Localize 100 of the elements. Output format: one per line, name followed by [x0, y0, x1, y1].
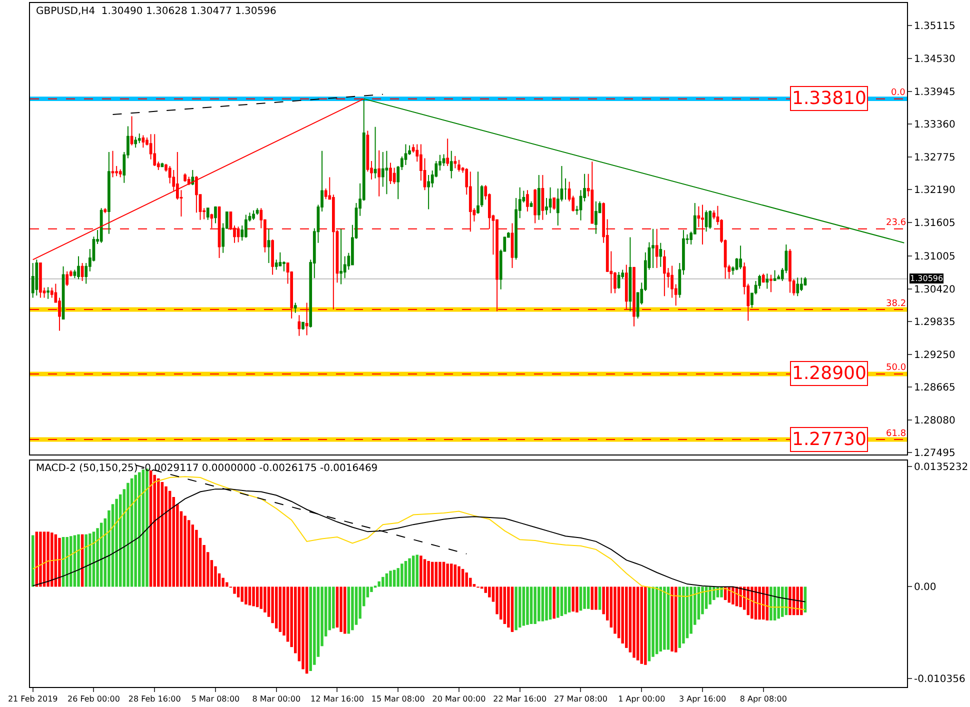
- x-tick-label: 3 Apr 16:00: [678, 694, 726, 704]
- bar: [572, 586, 574, 612]
- candlestick: [66, 270, 69, 286]
- candlestick: [184, 172, 186, 182]
- x-tick-label: 15 Mar 08:00: [371, 694, 425, 704]
- y-tick-label: 1.33360: [914, 120, 956, 131]
- candlestick: [100, 208, 103, 244]
- bar: [222, 578, 224, 587]
- candlestick: [298, 314, 301, 336]
- candlestick: [267, 228, 270, 264]
- bar: [168, 490, 172, 587]
- x-tick-label: 8 Apr 08:00: [740, 694, 787, 704]
- bar: [412, 556, 415, 587]
- candlestick: [476, 171, 480, 214]
- candlestick: [458, 159, 460, 172]
- bar: [430, 562, 434, 587]
- bar: [576, 586, 578, 612]
- bar: [770, 586, 772, 620]
- x-tick-label: 8 Mar 00:00: [252, 694, 301, 704]
- bar: [564, 586, 567, 614]
- bar: [800, 586, 803, 616]
- candlestick: [530, 200, 533, 207]
- y-tick-label: 1.32190: [914, 185, 956, 196]
- bar: [343, 586, 346, 634]
- candlestick: [111, 150, 114, 178]
- bar: [66, 536, 68, 587]
- candlestick: [537, 174, 540, 220]
- x-tick-label: 20 Mar 00:00: [432, 694, 486, 704]
- bar: [450, 564, 453, 587]
- x-tick-label: 21 Feb 2019: [8, 694, 58, 704]
- bar: [88, 533, 92, 587]
- bar: [739, 586, 742, 608]
- bar: [781, 586, 784, 617]
- bar: [70, 536, 72, 587]
- candlestick: [378, 150, 381, 197]
- candlestick: [548, 186, 552, 214]
- bar: [503, 586, 506, 624]
- candlestick: [118, 168, 122, 178]
- y-tick-label: 0.00: [914, 582, 936, 594]
- annotation: 0.0: [891, 88, 906, 98]
- candlestick: [590, 161, 594, 224]
- bar: [670, 586, 674, 652]
- bar: [420, 556, 422, 587]
- bar: [636, 586, 640, 660]
- bar: [640, 586, 643, 664]
- y-tick-label: 0.0135232: [914, 462, 968, 474]
- bar: [423, 559, 426, 587]
- candlestick: [450, 150, 453, 179]
- bar: [690, 586, 692, 634]
- x-tick-label: 26 Feb 00:00: [67, 694, 120, 704]
- bar: [340, 586, 342, 632]
- bar: [226, 582, 228, 587]
- bar: [522, 586, 526, 626]
- y-tick-label: 1.29250: [914, 350, 956, 361]
- candlestick: [800, 277, 803, 292]
- x-tick-label: 5 Mar 08:00: [191, 694, 240, 704]
- bar: [507, 586, 510, 628]
- bar: [548, 586, 552, 620]
- candlestick: [659, 242, 662, 268]
- bar: [260, 586, 263, 609]
- candlestick: [617, 271, 620, 290]
- candlestick: [35, 259, 38, 296]
- candlestick: [762, 273, 765, 284]
- bar: [796, 586, 799, 616]
- y-tick-label: 1.31005: [914, 252, 956, 262]
- bar: [256, 586, 259, 608]
- bar: [252, 586, 255, 606]
- bar: [351, 586, 354, 630]
- bar: [50, 532, 54, 587]
- x-tick-label: 12 Mar 16:00: [310, 694, 364, 704]
- bar: [115, 498, 118, 587]
- bar: [274, 586, 278, 628]
- bar: [568, 586, 571, 612]
- candlestick: [252, 210, 255, 220]
- y-tick-label: 1.31605: [914, 218, 956, 229]
- y-tick-label: 1.34530: [914, 54, 956, 65]
- bar: [382, 576, 384, 587]
- candlestick: [766, 273, 769, 290]
- bar: [434, 562, 438, 587]
- bar: [134, 474, 137, 587]
- candlestick: [302, 321, 304, 330]
- bar: [590, 586, 594, 610]
- bar: [579, 586, 582, 611]
- bar: [530, 586, 533, 624]
- bar: [545, 586, 548, 620]
- bar: [138, 472, 141, 587]
- bar: [541, 586, 544, 622]
- x-tick-label: 28 Feb 16:00: [128, 694, 181, 704]
- bar: [648, 586, 651, 662]
- bar: [758, 586, 761, 620]
- bar: [305, 586, 308, 674]
- band-label: 1.28900: [792, 363, 866, 384]
- candlestick: [130, 116, 134, 146]
- ref-line-label: 1.30596: [910, 274, 944, 283]
- bar: [233, 586, 236, 594]
- bar: [153, 474, 156, 587]
- bar: [39, 532, 42, 587]
- bar: [777, 586, 780, 619]
- candlestick: [427, 174, 430, 210]
- bar: [332, 586, 335, 628]
